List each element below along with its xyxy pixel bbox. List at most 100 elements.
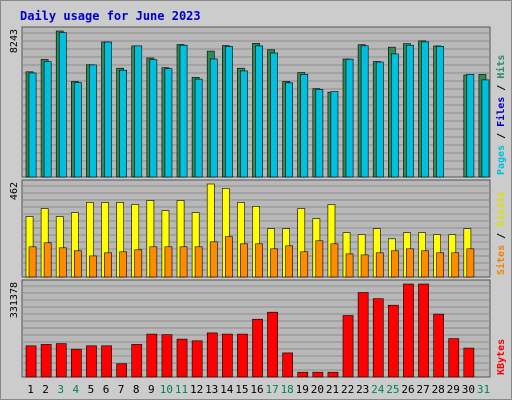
visits-bar-sites-day-25 <box>390 250 399 278</box>
traffic-bar-files-day-5 <box>89 64 97 178</box>
traffic-bar-files-day-30 <box>466 74 475 178</box>
kbytes-bar-kbytes-day-16 <box>252 318 263 378</box>
kbytes-bar-kbytes-day-11 <box>176 338 188 378</box>
traffic-bar-files-day-22 <box>345 58 354 178</box>
traffic-bar-files-day-20 <box>315 89 324 178</box>
day-label-20: 20 <box>311 383 324 396</box>
visits-bar-sites-day-18 <box>285 245 294 278</box>
day-label-17: 17 <box>265 383 278 396</box>
visits-bar-sites-day-23 <box>360 254 369 278</box>
kbytes-bar-kbytes-day-20 <box>312 371 324 378</box>
kbytes-bar-kbytes-day-29 <box>448 338 460 378</box>
visits-bar-sites-day-2 <box>43 242 52 278</box>
visits-bar-sites-day-19 <box>300 251 309 278</box>
traffic-bar-files-day-27 <box>421 41 429 178</box>
kbytes-bar-kbytes-day-2 <box>40 344 52 378</box>
traffic-bar-files-day-8 <box>134 45 143 178</box>
day-label-10: 10 <box>160 383 173 396</box>
traffic-bar-files-day-26 <box>406 44 414 178</box>
traffic-bar-files-day-18 <box>285 82 294 178</box>
visits-bar-sites-day-7 <box>119 251 127 278</box>
kbytes-panel: 331378 KBytes <box>9 279 507 378</box>
visits-bar-sites-day-12 <box>194 246 203 278</box>
day-label-26: 26 <box>401 383 414 396</box>
traffic-bar-files-day-23 <box>360 45 369 178</box>
visits-bar-sites-day-17 <box>270 248 278 278</box>
kbytes-bar-kbytes-day-18 <box>282 352 294 378</box>
traffic-bar-files-day-3 <box>58 32 67 178</box>
traffic-legend-pages: Pages <box>496 145 507 175</box>
kbytes-bar-kbytes-day-30 <box>463 347 475 378</box>
day-label-4: 4 <box>72 383 79 396</box>
kbytes-bar-kbytes-day-23 <box>357 292 369 378</box>
visits-legend-sites: Sites <box>495 245 507 275</box>
visits-bar-sites-day-20 <box>315 240 324 278</box>
day-label-3: 3 <box>57 383 64 396</box>
visits-legend: Sites / Visits <box>495 191 507 275</box>
traffic-bar-files-day-10 <box>164 68 173 178</box>
visits-bar-sites-day-9 <box>149 246 158 278</box>
traffic-bar-files-day-21 <box>330 91 339 178</box>
visits-bar-sites-day-6 <box>104 252 112 278</box>
visits-bar-sites-day-3 <box>58 247 67 278</box>
kbytes-bar-kbytes-day-14 <box>222 333 233 378</box>
visits-bar-sites-day-30 <box>466 248 475 278</box>
kbytes-bar-kbytes-day-19 <box>297 371 309 378</box>
traffic-bar-files-day-1 <box>28 72 37 178</box>
day-label-18: 18 <box>281 383 294 396</box>
visits-bar-sites-day-27 <box>421 250 429 278</box>
visits-bar-sites-day-15 <box>240 243 248 278</box>
day-label-8: 8 <box>133 383 140 396</box>
day-label-1: 1 <box>27 383 34 396</box>
kbytes-bar-kbytes-day-28 <box>433 313 445 378</box>
day-label-14: 14 <box>220 383 234 396</box>
day-label-31: 31 <box>477 383 490 396</box>
day-label-21: 21 <box>326 383 339 396</box>
kbytes-ymax-label: 331378 <box>9 282 20 318</box>
day-label-16: 16 <box>250 383 263 396</box>
kbytes-bar-kbytes-day-12 <box>191 340 203 378</box>
kbytes-bar-kbytes-day-9 <box>146 333 158 378</box>
traffic-bar-files-day-17 <box>270 52 278 178</box>
traffic-bar-files-day-6 <box>104 41 112 178</box>
day-label-19: 19 <box>296 383 309 396</box>
kbytes-bar-kbytes-day-7 <box>116 363 127 378</box>
visits-bar-sites-day-4 <box>74 250 82 278</box>
traffic-bar-files-day-28 <box>436 45 445 178</box>
kbytes-bar-kbytes-day-17 <box>267 311 278 378</box>
day-label-30: 30 <box>462 383 475 396</box>
visits-legend-sep: / <box>496 227 507 245</box>
day-axis: 1 2 3 4 5 6 7 8 9 10 11 12 13 14 15 16 17 18 19 20 21 22 23 24 2… <box>27 383 490 396</box>
traffic-bar-files-day-13 <box>209 58 218 178</box>
visits-bar-sites-day-10 <box>164 246 173 278</box>
traffic-bar-files-day-24 <box>375 61 384 178</box>
traffic-ymax-label: 8243 <box>9 29 20 53</box>
traffic-bar-files-day-14 <box>225 45 233 178</box>
kbytes-bar-kbytes-day-13 <box>206 332 218 378</box>
traffic-bar-files-day-4 <box>74 82 82 178</box>
visits-bar-sites-day-5 <box>89 255 97 278</box>
visits-bar-sites-day-24 <box>375 252 384 278</box>
visits-bar-sites-day-14 <box>225 236 233 278</box>
traffic-bar-files-day-31 <box>481 79 490 178</box>
visits-ymax-label: 462 <box>9 182 20 200</box>
day-label-27: 27 <box>416 383 429 396</box>
day-label-11: 11 <box>175 383 188 396</box>
day-label-7: 7 <box>118 383 125 396</box>
day-label-15: 15 <box>235 383 248 396</box>
traffic-bar-files-day-12 <box>194 78 203 178</box>
visits-bar-sites-day-11 <box>179 246 188 278</box>
kbytes-bar-kbytes-day-21 <box>327 371 339 378</box>
day-label-13: 13 <box>205 383 218 396</box>
kbytes-bar-kbytes-day-8 <box>131 344 143 378</box>
kbytes-bar-kbytes-day-10 <box>161 334 173 378</box>
day-label-9: 9 <box>148 383 155 396</box>
traffic-legend-sep: / <box>496 79 507 97</box>
visits-bar-sites-day-16 <box>255 243 263 278</box>
traffic-bar-files-day-7 <box>119 69 127 178</box>
visits-bar-sites-day-1 <box>28 246 37 278</box>
traffic-bar-files-day-9 <box>149 59 158 178</box>
day-label-29: 29 <box>447 383 460 396</box>
kbytes-bar-kbytes-day-25 <box>387 304 399 378</box>
